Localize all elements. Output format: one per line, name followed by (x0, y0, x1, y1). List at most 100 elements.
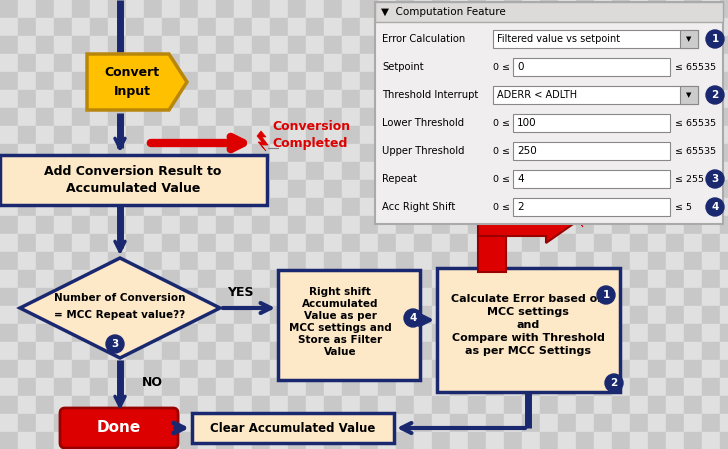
Bar (216, 360, 234, 378)
Bar (18, 198, 36, 216)
Bar (522, 396, 540, 414)
Bar (648, 90, 666, 108)
Bar (414, 90, 432, 108)
Bar (504, 90, 522, 108)
Bar (558, 234, 576, 252)
Bar (702, 378, 720, 396)
FancyBboxPatch shape (513, 198, 670, 216)
Bar (306, 306, 324, 324)
Bar (576, 414, 594, 432)
Bar (648, 396, 666, 414)
Bar (684, 360, 702, 378)
Bar (72, 270, 90, 288)
Bar (342, 180, 360, 198)
Bar (468, 198, 486, 216)
Bar (306, 72, 324, 90)
Bar (594, 324, 612, 342)
Bar (720, 0, 728, 18)
Bar (234, 54, 252, 72)
Bar (216, 90, 234, 108)
Bar (198, 198, 216, 216)
Bar (360, 324, 378, 342)
Bar (180, 36, 198, 54)
Bar (162, 72, 180, 90)
Bar (108, 198, 126, 216)
Bar (72, 0, 90, 18)
Bar (594, 162, 612, 180)
FancyBboxPatch shape (680, 86, 698, 104)
Bar (540, 144, 558, 162)
Bar (342, 216, 360, 234)
Bar (432, 180, 450, 198)
Bar (108, 378, 126, 396)
Bar (234, 342, 252, 360)
Bar (414, 432, 432, 449)
Bar (144, 90, 162, 108)
Bar (720, 432, 728, 449)
Bar (360, 252, 378, 270)
Bar (432, 126, 450, 144)
Bar (126, 252, 144, 270)
Bar (360, 162, 378, 180)
Circle shape (597, 286, 615, 304)
Text: 2: 2 (711, 90, 719, 100)
Bar (288, 198, 306, 216)
Bar (54, 18, 72, 36)
Bar (216, 342, 234, 360)
Bar (72, 162, 90, 180)
Text: ≤ 255: ≤ 255 (675, 175, 704, 184)
Bar (216, 378, 234, 396)
Bar (378, 18, 396, 36)
Bar (666, 216, 684, 234)
Bar (252, 36, 270, 54)
Bar (702, 198, 720, 216)
Bar (72, 342, 90, 360)
Bar (540, 252, 558, 270)
Bar (558, 396, 576, 414)
Bar (630, 90, 648, 108)
Bar (54, 180, 72, 198)
Bar (288, 216, 306, 234)
Bar (684, 414, 702, 432)
Bar (630, 234, 648, 252)
Bar (414, 360, 432, 378)
Bar (198, 414, 216, 432)
Bar (324, 414, 342, 432)
Bar (90, 162, 108, 180)
Bar (396, 90, 414, 108)
Bar (54, 126, 72, 144)
Bar (414, 324, 432, 342)
Bar (198, 396, 216, 414)
Bar (414, 180, 432, 198)
Bar (432, 18, 450, 36)
Bar (702, 0, 720, 18)
Bar (720, 270, 728, 288)
Bar (540, 36, 558, 54)
Bar (108, 432, 126, 449)
Bar (576, 432, 594, 449)
Bar (288, 162, 306, 180)
Bar (108, 306, 126, 324)
Bar (288, 144, 306, 162)
Bar (180, 324, 198, 342)
FancyBboxPatch shape (375, 2, 723, 224)
Bar (558, 126, 576, 144)
Bar (0, 72, 18, 90)
Text: 4: 4 (517, 174, 523, 184)
Bar (252, 90, 270, 108)
Bar (198, 288, 216, 306)
Bar (360, 396, 378, 414)
Bar (126, 324, 144, 342)
Bar (702, 144, 720, 162)
Bar (378, 414, 396, 432)
Bar (648, 162, 666, 180)
Bar (90, 108, 108, 126)
Bar (702, 36, 720, 54)
Bar (234, 234, 252, 252)
Bar (522, 378, 540, 396)
Bar (450, 126, 468, 144)
Bar (432, 54, 450, 72)
Bar (126, 0, 144, 18)
Bar (486, 396, 504, 414)
Bar (126, 306, 144, 324)
